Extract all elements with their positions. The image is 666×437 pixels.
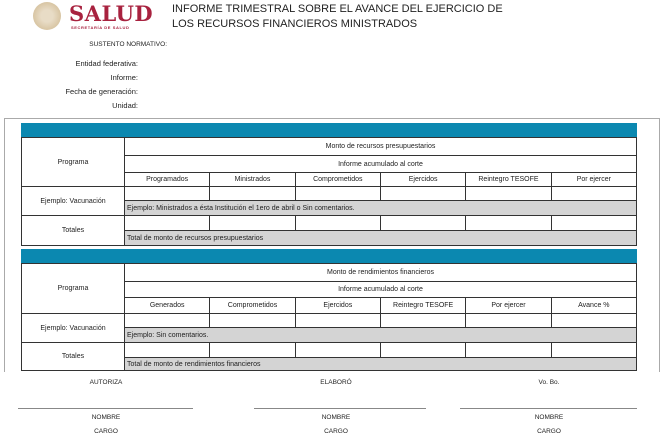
total-cell[interactable] bbox=[209, 215, 296, 231]
column-header: Reintegro TESOFE bbox=[379, 297, 467, 314]
totals-comment[interactable]: Total de monto de rendimientos financier… bbox=[124, 357, 637, 371]
row-label: Ejemplo: Vacunación bbox=[21, 186, 125, 216]
column-header: Por ejercer bbox=[465, 297, 552, 314]
column-header: Ejercidos bbox=[379, 172, 467, 187]
totals-comment[interactable]: Total de monto de recursos presupuestari… bbox=[124, 230, 637, 246]
comment-cell[interactable]: Ejemplo: Ministrados a ésta Institución … bbox=[124, 200, 637, 216]
column-header: Comprometidos bbox=[294, 172, 381, 187]
totals-label: Totales bbox=[21, 342, 125, 371]
column-header: Comprometidos bbox=[209, 297, 296, 314]
signature-role-autoriza: AUTORIZA bbox=[89, 379, 123, 386]
total-cell[interactable] bbox=[550, 342, 638, 358]
total-cell[interactable] bbox=[379, 215, 467, 231]
total-cell[interactable] bbox=[465, 342, 552, 358]
yields-table: Programa Monto de rendimientos financiero… bbox=[21, 263, 638, 371]
column-header: Avance % bbox=[550, 297, 638, 314]
value-cell[interactable] bbox=[294, 186, 381, 201]
value-cell[interactable] bbox=[465, 186, 552, 201]
logo-text: SALUD bbox=[69, 1, 154, 26]
entidad-label: Entidad federativa: bbox=[75, 59, 138, 68]
signature-name: NOMBRE bbox=[534, 414, 564, 421]
page-title: INFORME TRIMESTRAL SOBRE EL AVANCE DEL E… bbox=[172, 2, 503, 32]
signature-line bbox=[460, 408, 637, 409]
group-header: Monto de recursos presupuestarios bbox=[124, 137, 637, 156]
sub-header: Informe acumulado al corte bbox=[124, 281, 637, 298]
title-line-2: LOS RECURSOS FINANCIEROS MINISTRADOS bbox=[172, 18, 418, 30]
signature-position: CARGO bbox=[324, 428, 348, 435]
comment-cell[interactable]: Ejemplo: Sin comentarios. bbox=[124, 327, 637, 343]
salud-logo: SALUD SECRETARÍA DE SALUD bbox=[33, 1, 163, 32]
value-cell[interactable] bbox=[379, 313, 467, 328]
total-cell[interactable] bbox=[209, 342, 296, 358]
signature-line bbox=[18, 408, 193, 409]
total-cell[interactable] bbox=[379, 342, 467, 358]
value-cell[interactable] bbox=[465, 313, 552, 328]
group-header: Monto de rendimientos financieros bbox=[124, 263, 637, 282]
table2-header-bar bbox=[21, 249, 637, 263]
signature-role-vobo: Vo. Bo. bbox=[538, 379, 560, 386]
signature-line bbox=[254, 408, 426, 409]
value-cell[interactable] bbox=[550, 186, 638, 201]
value-cell[interactable] bbox=[294, 313, 381, 328]
total-cell[interactable] bbox=[294, 342, 381, 358]
value-cell[interactable] bbox=[209, 186, 296, 201]
column-header: Ejercidos bbox=[294, 297, 381, 314]
value-cell[interactable] bbox=[550, 313, 638, 328]
column-header: Reintegro TESOFE bbox=[465, 172, 552, 187]
column-header: Por ejercer bbox=[550, 172, 638, 187]
national-seal-icon bbox=[33, 2, 61, 30]
totals-label: Totales bbox=[21, 215, 125, 246]
total-cell[interactable] bbox=[123, 342, 211, 358]
total-cell[interactable] bbox=[123, 215, 211, 231]
informe-label: Informe: bbox=[110, 73, 138, 82]
signature-role-elaboro: ELABORÓ bbox=[320, 379, 352, 386]
programa-header: Programa bbox=[21, 263, 125, 314]
logo-subtext: SECRETARÍA DE SALUD bbox=[71, 25, 130, 30]
value-cell[interactable] bbox=[209, 313, 296, 328]
fecha-label: Fecha de generación: bbox=[65, 87, 138, 96]
column-header: Programados bbox=[123, 172, 211, 187]
table1-header-bar bbox=[21, 123, 637, 137]
report-frame bbox=[4, 118, 660, 372]
total-cell[interactable] bbox=[294, 215, 381, 231]
total-cell[interactable] bbox=[550, 215, 638, 231]
value-cell[interactable] bbox=[123, 313, 211, 328]
total-cell[interactable] bbox=[465, 215, 552, 231]
signature-name: NOMBRE bbox=[91, 414, 121, 421]
value-cell[interactable] bbox=[379, 186, 467, 201]
resources-table: Programa Monto de recursos presupuestario… bbox=[21, 137, 638, 246]
title-line-1: INFORME TRIMESTRAL SOBRE EL AVANCE DEL E… bbox=[172, 3, 503, 15]
value-cell[interactable] bbox=[123, 186, 211, 201]
programa-header: Programa bbox=[21, 137, 125, 187]
column-header: Ministrados bbox=[209, 172, 296, 187]
unidad-label: Unidad: bbox=[112, 101, 138, 110]
column-header: Generados bbox=[123, 297, 211, 314]
signature-name: NOMBRE bbox=[321, 414, 351, 421]
sustento-label: SUSTENTO NORMATIVO: bbox=[89, 41, 167, 48]
signature-position: CARGO bbox=[537, 428, 561, 435]
sub-header: Informe acumulado al corte bbox=[124, 155, 637, 173]
signature-position: CARGO bbox=[94, 428, 118, 435]
row-label: Ejemplo: Vacunación bbox=[21, 313, 125, 343]
